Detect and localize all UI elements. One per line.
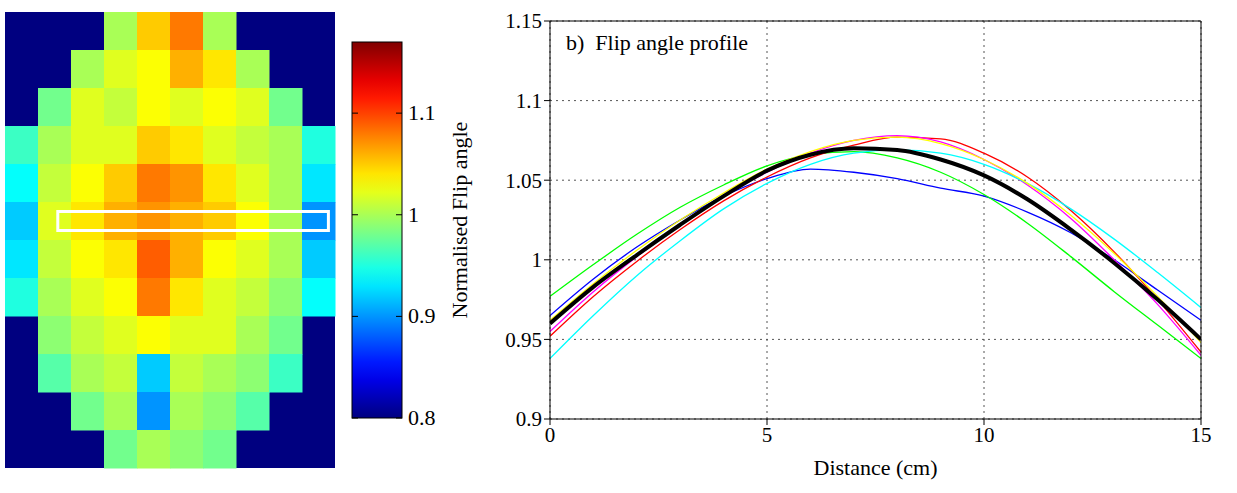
svg-text:5: 5 — [762, 423, 773, 447]
html-text:b) Flip angle profile: b) Flip angle profile — [566, 30, 749, 55]
svg-text:1.05: 1.05 — [505, 169, 542, 193]
svg-text:Distance (cm): Distance (cm) — [814, 455, 938, 480]
svg-text:0.9: 0.9 — [516, 407, 542, 431]
svg-text:Normalised Flip angle: Normalised Flip angle — [447, 122, 472, 319]
svg-text:1.1: 1.1 — [408, 100, 436, 125]
svg-text:0.8: 0.8 — [408, 405, 436, 430]
svg-text:0: 0 — [545, 423, 556, 447]
svg-text:15: 15 — [1191, 423, 1212, 447]
svg-text:1.15: 1.15 — [505, 9, 542, 33]
svg-text:0.95: 0.95 — [505, 328, 542, 352]
svg-text:1.1: 1.1 — [516, 89, 542, 113]
svg-text:1: 1 — [408, 202, 419, 227]
svg-text:10: 10 — [974, 423, 995, 447]
svg-text:1: 1 — [532, 248, 543, 272]
svg-text:0.9: 0.9 — [408, 303, 436, 328]
